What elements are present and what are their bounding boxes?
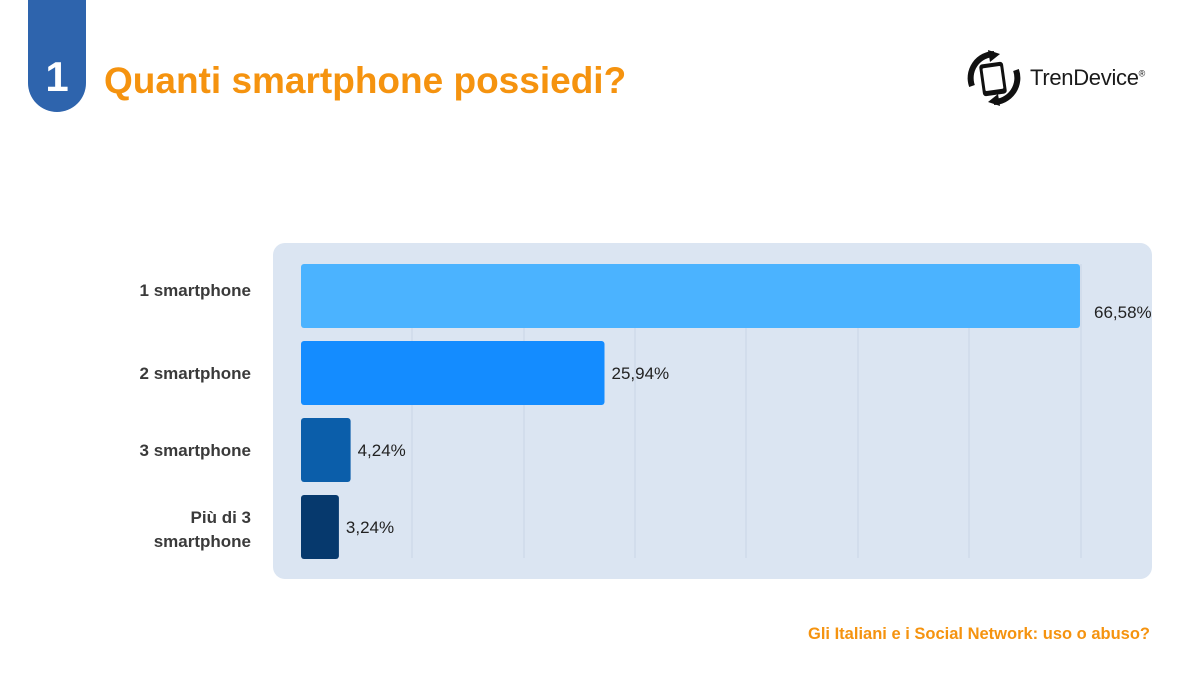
category-label: 3 smartphone bbox=[140, 441, 251, 460]
footer-caption: Gli Italiani e i Social Network: uso o a… bbox=[808, 625, 1150, 643]
bar bbox=[301, 495, 339, 559]
category-label: smartphone bbox=[154, 532, 251, 551]
bar bbox=[301, 264, 1080, 328]
bar bbox=[301, 341, 605, 405]
category-label: 2 smartphone bbox=[140, 364, 251, 383]
page-title: Quanti smartphone possiedi? bbox=[104, 60, 627, 101]
category-label: 1 smartphone bbox=[140, 281, 251, 300]
value-label: 3,24% bbox=[346, 518, 394, 537]
section-number-badge: 1 bbox=[28, 0, 86, 112]
value-label: 25,94% bbox=[611, 364, 669, 383]
brand-name: TrenDevice® bbox=[1030, 65, 1146, 90]
brand-logo: TrenDevice® bbox=[966, 48, 1145, 108]
phone-cycle-icon bbox=[967, 50, 1021, 106]
category-label: Più di 3 bbox=[191, 508, 251, 527]
section-number: 1 bbox=[45, 53, 69, 100]
bar bbox=[301, 418, 351, 482]
value-label: 66,58% bbox=[1094, 303, 1152, 322]
value-label: 4,24% bbox=[358, 441, 406, 460]
